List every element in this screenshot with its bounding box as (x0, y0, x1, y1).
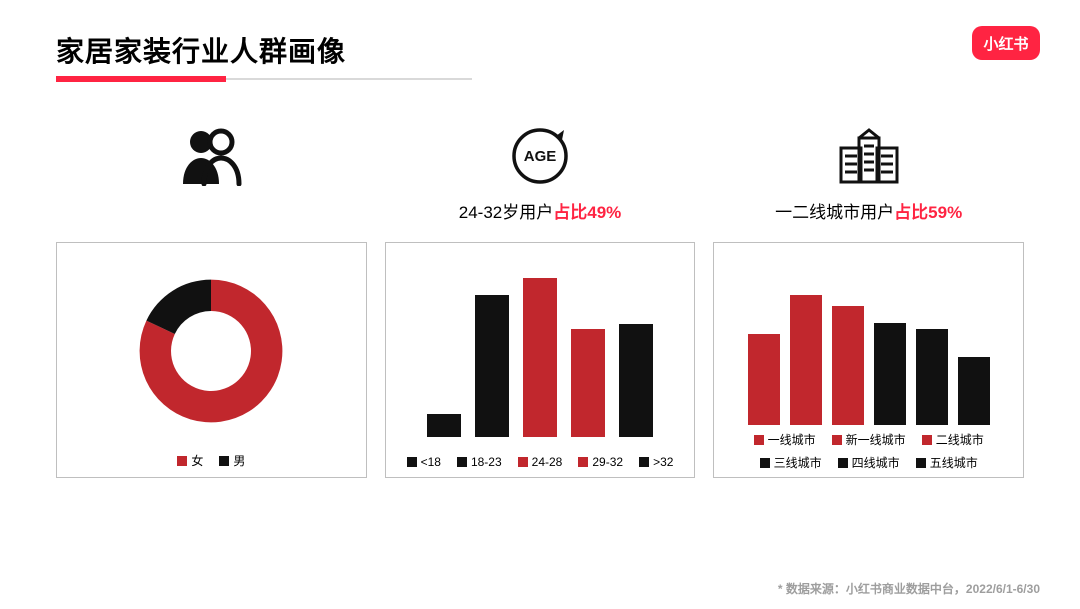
bar (475, 295, 509, 437)
bar (748, 334, 780, 425)
bar (427, 414, 461, 437)
page-title: 家居家装行业人群画像 (56, 30, 1024, 70)
legend-label: 二线城市 (936, 431, 984, 448)
legend-swatch (457, 457, 467, 467)
header: 家居家装行业人群画像 (56, 30, 1024, 70)
city-caption: 一二线城市用户占比59% (775, 198, 962, 222)
city-legend: 一线城市 新一线城市 二线城市三线城市 四线城市 五线城市 (730, 431, 1007, 471)
legend-label: <18 (421, 455, 441, 469)
legend-swatch (832, 435, 842, 445)
legend-label: >32 (653, 455, 673, 469)
brand-label: 小红书 (983, 33, 1028, 54)
city-chart (730, 255, 1007, 425)
building-icon (835, 120, 903, 192)
bar (874, 323, 906, 425)
footer-source: * 数据来源：小红书商业数据中台，2022/6/1-6/30 (778, 580, 1040, 597)
city-caption-em: 占比59% (894, 203, 962, 222)
bar (790, 295, 822, 425)
age-icon: AGE (508, 120, 572, 192)
gender-column: 女男 (56, 120, 367, 478)
bar (916, 329, 948, 425)
legend-swatch (922, 435, 932, 445)
legend-label: 男 (233, 452, 245, 469)
legend-swatch (177, 456, 187, 466)
legend-item: 三线城市 (760, 454, 822, 471)
legend-label: 24-28 (532, 455, 563, 469)
title-underline-accent (56, 76, 226, 82)
legend-item: 五线城市 (916, 454, 978, 471)
legend-item: 二线城市 (922, 431, 984, 448)
svg-text:AGE: AGE (524, 148, 557, 165)
legend-item: <18 (407, 455, 441, 469)
age-caption: 24-32岁用户占比49% (459, 198, 622, 222)
bar (958, 357, 990, 425)
city-panel: 一线城市 新一线城市 二线城市三线城市 四线城市 五线城市 (713, 242, 1024, 478)
legend-swatch (518, 457, 528, 467)
age-column: AGE 24-32岁用户占比49% <18 18-23 24-28 29-32 >32 (385, 120, 696, 478)
city-caption-text: 一二线城市用户 (775, 203, 894, 222)
legend-swatch (916, 458, 926, 468)
legend-label: 18-23 (471, 455, 502, 469)
legend-swatch (219, 456, 229, 466)
age-caption-text: 24-32岁用户 (459, 203, 553, 222)
panels-row: 女男 AGE 24-32岁用户占比49% <1818-2324-2829-32>… (56, 120, 1024, 478)
age-panel: <18 18-23 24-28 29-32 >32 (385, 242, 696, 478)
age-caption-em: 占比49% (553, 203, 621, 222)
legend-label: 五线城市 (930, 454, 978, 471)
age-legend: <18 18-23 24-28 29-32 >32 (402, 455, 679, 469)
legend-item: 新一线城市 (832, 431, 906, 448)
legend-label: 29-32 (592, 455, 623, 469)
bar (571, 329, 605, 437)
legend-label: 四线城市 (852, 454, 900, 471)
legend-swatch (754, 435, 764, 445)
legend-item: 一线城市 (754, 431, 816, 448)
legend-item: 女 (177, 452, 203, 469)
legend-label: 女 (191, 452, 203, 469)
bar (619, 324, 653, 437)
bar (832, 306, 864, 425)
legend-label: 一线城市 (768, 431, 816, 448)
legend-item: 24-28 (518, 455, 563, 469)
legend-label: 三线城市 (774, 454, 822, 471)
age-chart (402, 255, 679, 449)
legend-item: 男 (219, 452, 245, 469)
brand-badge: 小红书 (972, 26, 1040, 60)
city-column: 一二线城市用户占比59% 一线城市 新一线城市 二线城市三线城市 四线城市 五线城市 (713, 120, 1024, 478)
legend-item: 四线城市 (838, 454, 900, 471)
legend-item: >32 (639, 455, 673, 469)
legend-swatch (760, 458, 770, 468)
gender-legend: 女男 (73, 452, 350, 469)
legend-swatch (407, 457, 417, 467)
gender-caption (209, 198, 214, 222)
legend-swatch (838, 458, 848, 468)
bar (523, 278, 557, 437)
legend-item: 18-23 (457, 455, 502, 469)
people-icon (175, 120, 247, 192)
legend-item: 29-32 (578, 455, 623, 469)
gender-panel: 女男 (56, 242, 367, 478)
gender-chart (73, 255, 350, 446)
legend-swatch (639, 457, 649, 467)
legend-swatch (578, 457, 588, 467)
legend-label: 新一线城市 (846, 431, 906, 448)
